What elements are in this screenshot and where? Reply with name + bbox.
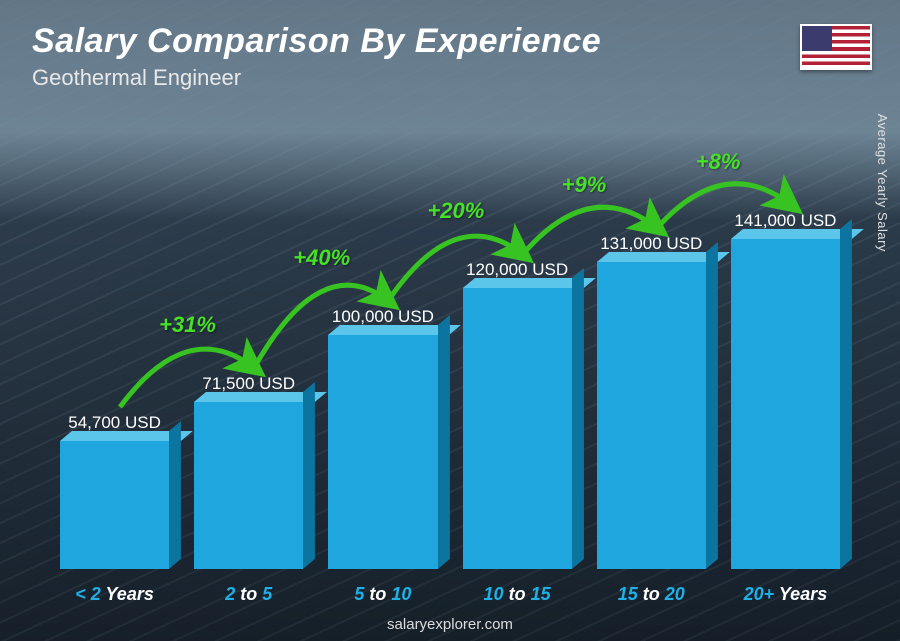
bar-value-label: 54,700 USD [68,413,161,433]
increment-pct-label: +9% [562,172,607,198]
increment-pct-label: +40% [293,245,350,271]
bar-0: 54,700 USD [60,413,169,569]
page-subtitle: Geothermal Engineer [32,65,601,91]
x-axis-label: 15 to 20 [597,584,706,605]
x-axis-label: 2 to 5 [194,584,303,605]
bar-5: 141,000 USD [731,211,840,569]
bar-value-label: 131,000 USD [600,234,702,254]
x-axis-label: < 2 Years [60,584,169,605]
increment-pct-label: +31% [159,312,216,338]
x-axis-label: 10 to 15 [463,584,572,605]
bar-value-label: 100,000 USD [332,307,434,327]
flag-icon [800,24,872,70]
page-title: Salary Comparison By Experience [32,22,601,61]
x-axis-label: 20+ Years [731,584,840,605]
increment-pct-label: +8% [696,149,741,175]
x-axis: < 2 Years 2 to 5 5 to 10 10 to 15 15 to 20 20… [0,584,900,605]
header: Salary Comparison By Experience Geotherm… [32,22,601,91]
bar-value-label: 71,500 USD [202,374,295,394]
x-axis-label: 5 to 10 [328,584,437,605]
bar-value-label: 141,000 USD [734,211,836,231]
bar-value-label: 120,000 USD [466,260,568,280]
increment-pct-label: +20% [427,198,484,224]
footer-source: salaryexplorer.com [0,616,900,633]
bar-3: 120,000 USD [463,260,572,569]
bar-2: 100,000 USD [328,307,437,569]
bar-4: 131,000 USD [597,234,706,569]
salary-bar-chart: 54,700 USD 71,500 USD 100,000 USD 120,000 U… [0,170,900,569]
bar-1: 71,500 USD [194,374,303,569]
